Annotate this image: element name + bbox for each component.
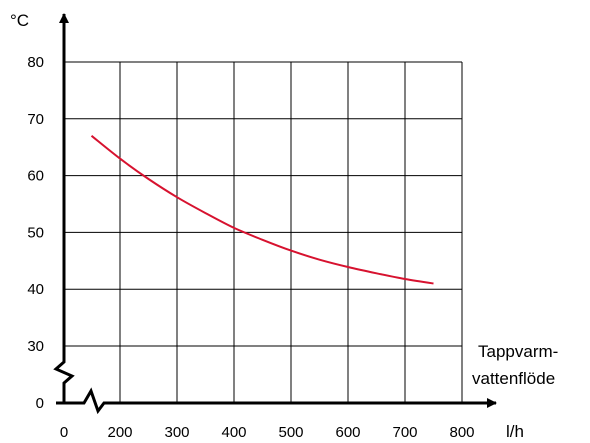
y-axis bbox=[53, 13, 75, 403]
series bbox=[90, 135, 434, 285]
x-tick-label-400: 400 bbox=[221, 424, 246, 441]
x-tick-label-600: 600 bbox=[335, 424, 360, 441]
series-line-0 bbox=[90, 135, 434, 285]
x-axis-unit: l/h bbox=[506, 422, 524, 441]
grid bbox=[64, 61, 463, 403]
x-axis-label-line-1: Tappvarm- bbox=[478, 342, 558, 361]
y-tick-label-70: 70 bbox=[27, 111, 44, 128]
x-tick-label-500: 500 bbox=[278, 424, 303, 441]
y-tick-label-80: 80 bbox=[27, 54, 44, 71]
y-tick-label-30: 30 bbox=[27, 338, 44, 355]
y-tick-labels: 0 30 40 50 60 70 80 bbox=[27, 54, 44, 412]
x-axis-line bbox=[56, 387, 497, 415]
x-tick-label-700: 700 bbox=[392, 424, 417, 441]
y-axis-line bbox=[53, 13, 75, 403]
y-tick-label-50: 50 bbox=[27, 224, 44, 241]
x-tick-label-200: 200 bbox=[107, 424, 132, 441]
x-tick-label-800: 800 bbox=[449, 424, 474, 441]
y-axis-label: °C bbox=[10, 11, 29, 30]
y-tick-label-60: 60 bbox=[27, 168, 44, 185]
x-axis bbox=[56, 387, 497, 415]
x-tick-label-0: 0 bbox=[60, 424, 68, 441]
x-tick-label-300: 300 bbox=[164, 424, 189, 441]
y-tick-label-0: 0 bbox=[36, 395, 44, 412]
x-axis-label-line-2: vattenflöde bbox=[472, 369, 555, 388]
y-tick-label-40: 40 bbox=[27, 281, 44, 298]
x-tick-labels: 0 200 300 400 500 600 700 800 bbox=[60, 424, 475, 441]
